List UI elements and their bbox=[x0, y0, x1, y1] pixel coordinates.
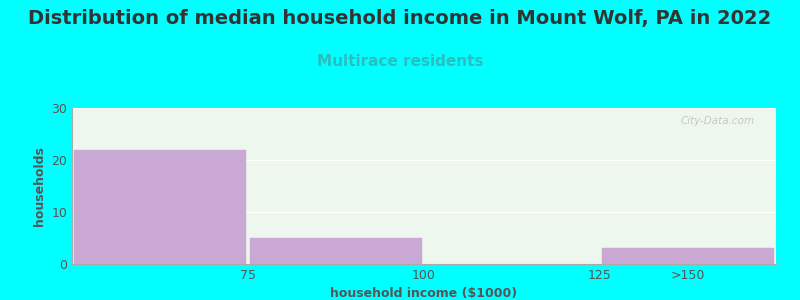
Text: Multirace residents: Multirace residents bbox=[317, 54, 483, 69]
Bar bbox=[74, 150, 246, 264]
Text: Distribution of median household income in Mount Wolf, PA in 2022: Distribution of median household income … bbox=[28, 9, 772, 28]
Bar bbox=[602, 248, 774, 264]
Y-axis label: households: households bbox=[33, 146, 46, 226]
Text: City-Data.com: City-Data.com bbox=[681, 116, 755, 126]
Bar bbox=[250, 238, 422, 264]
X-axis label: household income ($1000): household income ($1000) bbox=[330, 287, 518, 300]
